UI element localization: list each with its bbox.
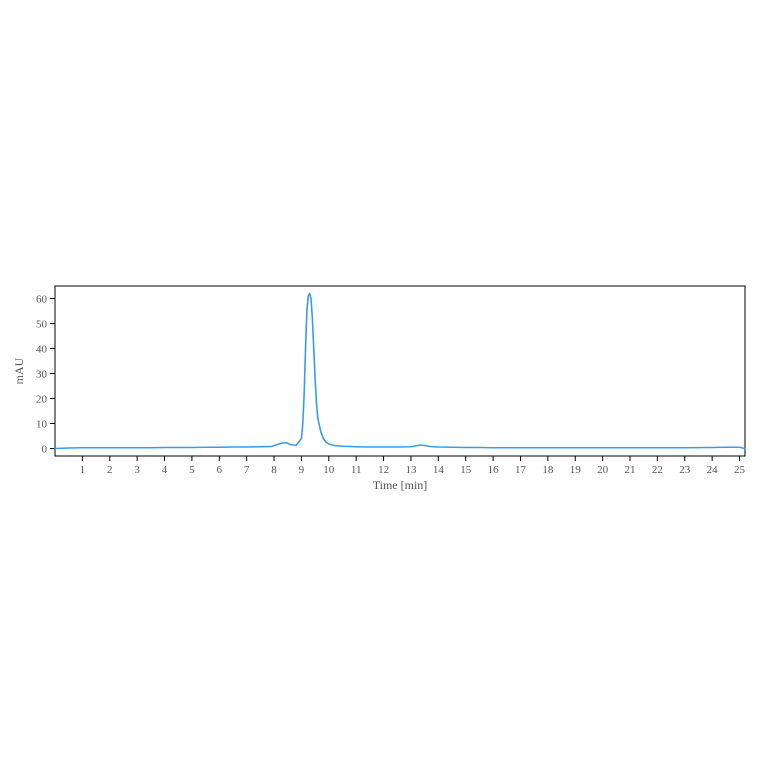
svg-text:4: 4 bbox=[162, 464, 168, 476]
svg-text:mAU: mAU bbox=[12, 357, 26, 384]
svg-text:2: 2 bbox=[107, 464, 113, 476]
svg-text:25: 25 bbox=[734, 464, 746, 476]
svg-text:19: 19 bbox=[570, 464, 582, 476]
svg-text:40: 40 bbox=[36, 344, 48, 356]
svg-text:20: 20 bbox=[597, 464, 609, 476]
svg-text:7: 7 bbox=[244, 464, 250, 476]
svg-text:16: 16 bbox=[488, 464, 500, 476]
svg-text:9: 9 bbox=[299, 464, 305, 476]
svg-text:21: 21 bbox=[625, 464, 636, 476]
svg-text:50: 50 bbox=[36, 319, 48, 331]
svg-text:Time [min]: Time [min] bbox=[373, 478, 428, 492]
svg-text:3: 3 bbox=[134, 464, 140, 476]
svg-text:0: 0 bbox=[42, 444, 48, 456]
svg-text:15: 15 bbox=[460, 464, 472, 476]
svg-text:24: 24 bbox=[707, 464, 719, 476]
svg-text:23: 23 bbox=[679, 464, 691, 476]
svg-text:1: 1 bbox=[80, 464, 86, 476]
svg-text:13: 13 bbox=[405, 464, 417, 476]
svg-text:20: 20 bbox=[36, 394, 48, 406]
svg-text:8: 8 bbox=[271, 464, 277, 476]
svg-text:18: 18 bbox=[542, 464, 554, 476]
svg-text:11: 11 bbox=[351, 464, 362, 476]
svg-text:17: 17 bbox=[515, 464, 527, 476]
svg-text:14: 14 bbox=[433, 464, 445, 476]
svg-text:6: 6 bbox=[217, 464, 223, 476]
chromatogram-chart: 0102030405060123456789101112131415161718… bbox=[10, 280, 754, 500]
svg-text:12: 12 bbox=[378, 464, 389, 476]
svg-text:5: 5 bbox=[189, 464, 195, 476]
svg-text:10: 10 bbox=[36, 419, 48, 431]
chart-svg: 0102030405060123456789101112131415161718… bbox=[10, 280, 754, 500]
svg-text:60: 60 bbox=[36, 294, 48, 306]
svg-text:30: 30 bbox=[36, 369, 48, 381]
svg-text:10: 10 bbox=[323, 464, 335, 476]
svg-text:22: 22 bbox=[652, 464, 663, 476]
